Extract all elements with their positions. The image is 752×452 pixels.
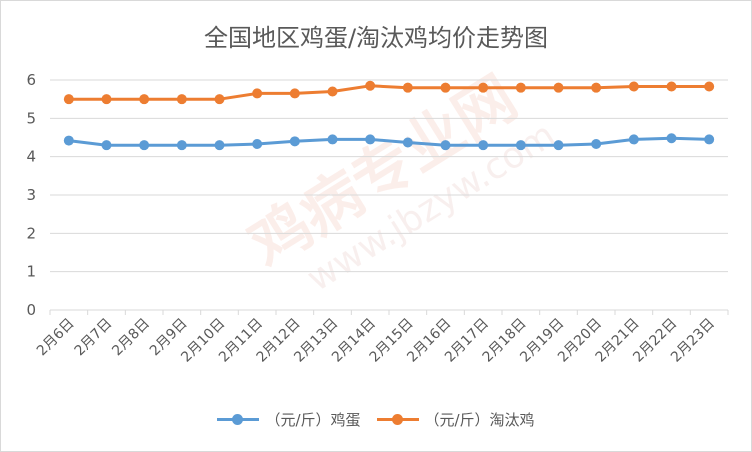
x-tick-label: 2月8日 — [109, 316, 153, 360]
legend-label-spent-hens: （元/斤）淘汰鸡 — [424, 411, 535, 429]
data-point-series-0 — [402, 137, 413, 148]
y-tick-label: 1 — [26, 263, 36, 281]
y-tick-label: 6 — [26, 71, 36, 89]
data-point-series-1 — [63, 94, 74, 105]
data-point-series-1 — [252, 88, 263, 99]
data-point-series-1 — [553, 82, 564, 93]
data-point-series-1 — [214, 94, 225, 105]
y-tick-label: 5 — [26, 109, 36, 127]
series-line-1 — [67, 84, 711, 101]
y-tick-label: 4 — [26, 148, 36, 166]
data-point-series-0 — [365, 134, 376, 145]
legend-swatch-spent-hens — [376, 414, 419, 425]
legend: （元/斤）鸡蛋 （元/斤）淘汰鸡 — [0, 409, 752, 430]
series-line-0 — [67, 136, 711, 147]
data-point-series-0 — [63, 135, 74, 146]
data-point-series-0 — [628, 134, 639, 145]
chart-title: 全国地区鸡蛋/淘汰鸡均价走势图 — [203, 24, 549, 52]
data-point-series-0 — [478, 140, 489, 151]
legend-item-spent-hens[interactable]: （元/斤）淘汰鸡 — [376, 409, 535, 430]
data-point-series-0 — [591, 139, 602, 150]
legend-label-eggs: （元/斤）鸡蛋 — [265, 411, 361, 429]
data-point-series-0 — [252, 139, 263, 150]
x-tick-label: 2月7日 — [72, 316, 116, 360]
legend-marker-spent-hens — [391, 414, 403, 425]
data-point-series-1 — [101, 94, 112, 105]
data-point-series-1 — [478, 82, 489, 93]
y-tick-label: 3 — [26, 186, 36, 204]
y-tick-label: 2 — [26, 224, 36, 242]
data-point-series-1 — [139, 94, 150, 105]
legend-swatch-eggs — [217, 414, 260, 425]
data-point-series-1 — [666, 81, 677, 92]
data-point-series-0 — [327, 134, 338, 145]
data-point-series-0 — [553, 140, 564, 151]
data-point-series-1 — [327, 86, 338, 97]
legend-marker-eggs — [232, 414, 244, 425]
data-point-series-0 — [515, 140, 526, 151]
x-tick-label: 2月6日 — [34, 316, 78, 360]
data-point-series-1 — [515, 82, 526, 93]
data-point-series-1 — [289, 88, 300, 99]
data-point-series-1 — [628, 81, 639, 92]
data-point-series-1 — [440, 82, 451, 93]
data-point-series-1 — [365, 80, 376, 91]
data-point-series-1 — [402, 82, 413, 93]
legend-item-eggs[interactable]: （元/斤）鸡蛋 — [217, 409, 361, 430]
data-point-series-0 — [214, 140, 225, 151]
data-point-series-1 — [704, 81, 715, 92]
data-point-series-0 — [101, 140, 112, 151]
data-point-series-0 — [139, 140, 150, 151]
data-point-series-0 — [440, 140, 451, 151]
data-point-series-1 — [176, 94, 187, 105]
data-point-series-0 — [666, 133, 677, 144]
data-point-series-1 — [591, 82, 602, 93]
data-point-series-0 — [704, 134, 715, 145]
data-point-series-0 — [289, 136, 300, 147]
data-point-series-0 — [176, 140, 187, 151]
y-tick-label: 0 — [26, 301, 36, 319]
